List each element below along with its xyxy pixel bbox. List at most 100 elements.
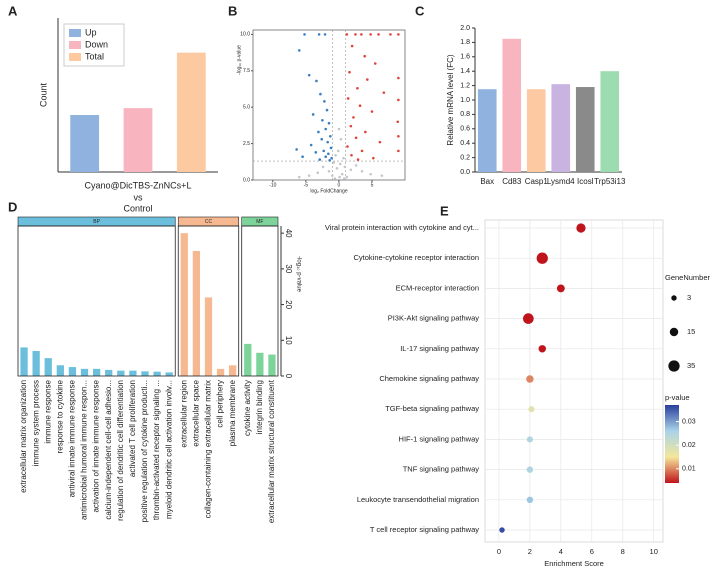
y-tick-label: 0.6 (460, 126, 470, 133)
bar (176, 52, 206, 172)
x-tick-label: antimicrobial humoral immune respon... (80, 380, 89, 520)
x-tick-label: Trp53i13 (594, 177, 626, 186)
point (333, 177, 337, 180)
x-axis-label: log₂ FoldChange (310, 188, 347, 194)
x-tick-label: Bax (480, 177, 494, 186)
x-tick-label: myeloid dendritic cell activation involv… (164, 380, 173, 519)
size-legend-label: 15 (687, 327, 695, 336)
point (340, 172, 344, 176)
y-tick-label: HIF-1 signaling pathway (399, 434, 480, 443)
y-tick-label: 10 (284, 336, 293, 345)
x-tick-label: -10 (269, 182, 276, 188)
point (330, 156, 333, 160)
x-tick-label: extracellular matrix structural constitu… (267, 379, 276, 523)
point (346, 97, 350, 100)
y-axis-label: -log₁₀ p-value (295, 256, 301, 293)
y-axis-label: Count (38, 83, 48, 108)
point (350, 44, 354, 48)
point (311, 113, 315, 116)
facet-frame (177, 225, 240, 377)
point (342, 177, 346, 180)
point (342, 156, 345, 160)
point (325, 108, 329, 112)
point (343, 165, 347, 169)
point (348, 70, 351, 74)
point (297, 49, 301, 52)
point (366, 78, 369, 81)
y-tick-label: PI3K-Akt signaling pathway (388, 314, 480, 323)
point (321, 165, 325, 169)
facet-frame (17, 225, 176, 377)
bar (56, 365, 64, 376)
x-tick-label: 5 (371, 182, 374, 188)
point (349, 168, 353, 172)
y-tick-label: Chemokine signaling pathway (379, 374, 479, 383)
point (334, 153, 337, 157)
bubble (526, 436, 533, 443)
point (397, 76, 400, 80)
panel-label: D (8, 199, 17, 214)
bar (141, 371, 149, 376)
x-tick-label: immune response (43, 379, 52, 443)
bar (575, 87, 595, 172)
y-tick-label: 0 (284, 374, 293, 379)
point (356, 158, 360, 161)
x-tick-label: antiviral innate immune response (68, 379, 77, 497)
size-legend-label: 3 (687, 293, 691, 302)
legend-label: Total (85, 51, 104, 61)
x-tick-label: activated T cell proliferation (128, 380, 137, 477)
size-legend-marker (671, 295, 677, 301)
point (397, 135, 400, 138)
point (303, 33, 306, 36)
bar (92, 368, 101, 376)
y-tick-label: 1.4 (460, 68, 470, 75)
y-tick-label: 40 (284, 229, 293, 238)
facet-frame (241, 225, 279, 377)
point (356, 86, 359, 90)
bubble (528, 406, 535, 413)
bar (216, 368, 225, 376)
point (382, 91, 386, 94)
point (397, 98, 400, 102)
point (307, 174, 311, 177)
point (378, 140, 382, 144)
legend-swatch (69, 41, 81, 49)
panel-label: A (8, 3, 18, 18)
y-tick-label: Viral protein interaction with cytokine … (325, 223, 479, 232)
y-tick-label: Cytokine-cytokine receptor interaction (354, 253, 479, 262)
legend-label: Down (85, 39, 108, 49)
x-tick-label: Casp1 (525, 177, 549, 186)
size-legend-marker (668, 360, 680, 372)
point (345, 175, 349, 179)
x-tick-label: cytokine activity (243, 380, 252, 436)
point (337, 127, 341, 131)
bar (204, 297, 213, 376)
point (354, 33, 357, 36)
point (369, 172, 372, 176)
x-axis-label: Enrichment Score (544, 559, 604, 568)
y-tick-label: IL-17 signaling pathway (400, 344, 479, 353)
point (364, 130, 367, 134)
facet-label: MF (256, 219, 263, 225)
point (321, 118, 324, 122)
plot-frame (252, 29, 406, 181)
y-tick-label: 2.5 (243, 141, 250, 147)
bar (44, 358, 52, 376)
x-tick-label: 0 (497, 547, 501, 556)
y-tick-label: 0.2 (460, 154, 470, 161)
point (329, 135, 332, 138)
point (346, 145, 349, 148)
point (380, 174, 384, 177)
point (354, 136, 358, 140)
x-tick-label: 0 (338, 182, 341, 188)
x-tick-label: immune system process (31, 380, 40, 466)
x-tick-label: 2 (528, 547, 532, 556)
bubble (536, 252, 548, 264)
point (307, 73, 311, 77)
y-tick-label: 0.4 (460, 140, 470, 147)
point (301, 155, 304, 158)
plot-frame (484, 219, 664, 543)
point (316, 171, 320, 175)
bubble (526, 466, 534, 473)
